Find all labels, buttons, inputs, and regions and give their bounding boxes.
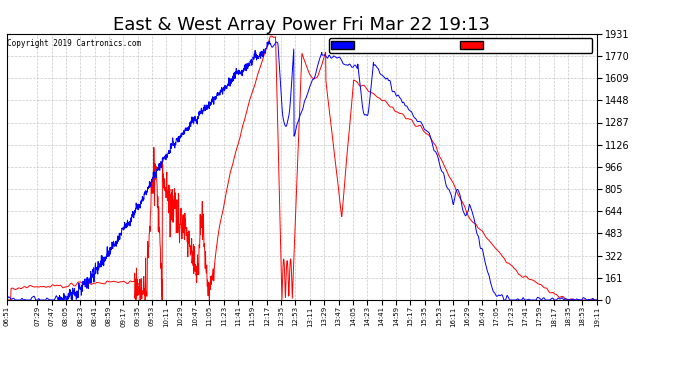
Legend: East Array  (DC Watts), West Array  (DC Watts): East Array (DC Watts), West Array (DC Wa…: [328, 38, 592, 53]
Text: Copyright 2019 Cartronics.com: Copyright 2019 Cartronics.com: [8, 39, 141, 48]
Title: East & West Array Power Fri Mar 22 19:13: East & West Array Power Fri Mar 22 19:13: [113, 16, 491, 34]
